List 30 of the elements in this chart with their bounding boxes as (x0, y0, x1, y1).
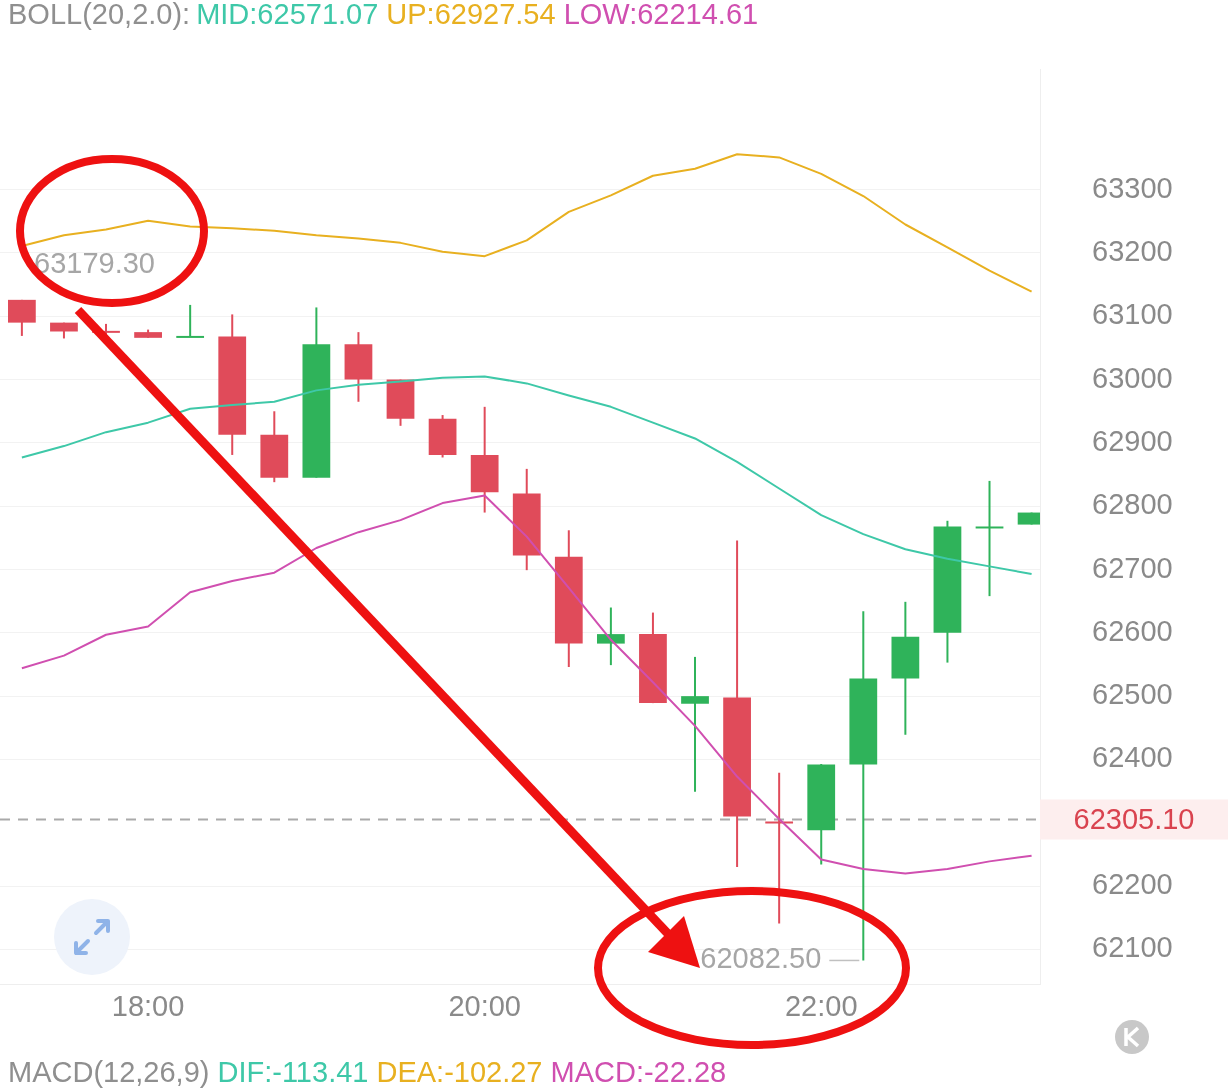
x-tick-label: 18:00 (111, 989, 185, 1022)
y-tick-label: 63100 (1092, 298, 1173, 331)
y-tick-label: 62400 (1092, 741, 1173, 774)
text: MID:62571.07 (196, 0, 379, 30)
y-tick-label: 62700 (1092, 551, 1173, 584)
annotation: 62082.50 (700, 942, 822, 975)
y-tick-label: 63300 (1092, 171, 1173, 204)
legend-title: BOLL(20,2.0): (8, 0, 191, 30)
y-tick-label: 62600 (1092, 614, 1173, 647)
text: MACD:-22.28 (550, 1056, 727, 1088)
text: DEA:-102.27 (376, 1056, 543, 1088)
candlestick (681, 655, 709, 793)
y-tick-label: 62100 (1092, 931, 1173, 964)
candlestick (176, 303, 205, 338)
y-tick-label: 63000 (1092, 361, 1173, 394)
y-tick-label: 63200 (1092, 234, 1173, 267)
y-tick-label: 62900 (1092, 424, 1173, 457)
y-tick-label: 62800 (1092, 488, 1173, 521)
text: LOW:62214.61 (563, 0, 759, 30)
annotation: 63179.30 (34, 247, 155, 280)
text: MACD(12,26,9) (8, 1056, 210, 1088)
text: UP:62927.54 (386, 0, 556, 30)
y-tick-label: 62200 (1092, 868, 1173, 901)
text: DIF:-113.41 (217, 1056, 369, 1088)
ref-line-label: 62305.10 (1073, 802, 1195, 835)
candlestick (596, 606, 625, 667)
x-tick-label: 22:00 (784, 989, 858, 1022)
candlestick (975, 479, 1004, 598)
x-tick-label: 20:00 (448, 989, 521, 1022)
y-tick-label: 62500 (1092, 678, 1173, 711)
